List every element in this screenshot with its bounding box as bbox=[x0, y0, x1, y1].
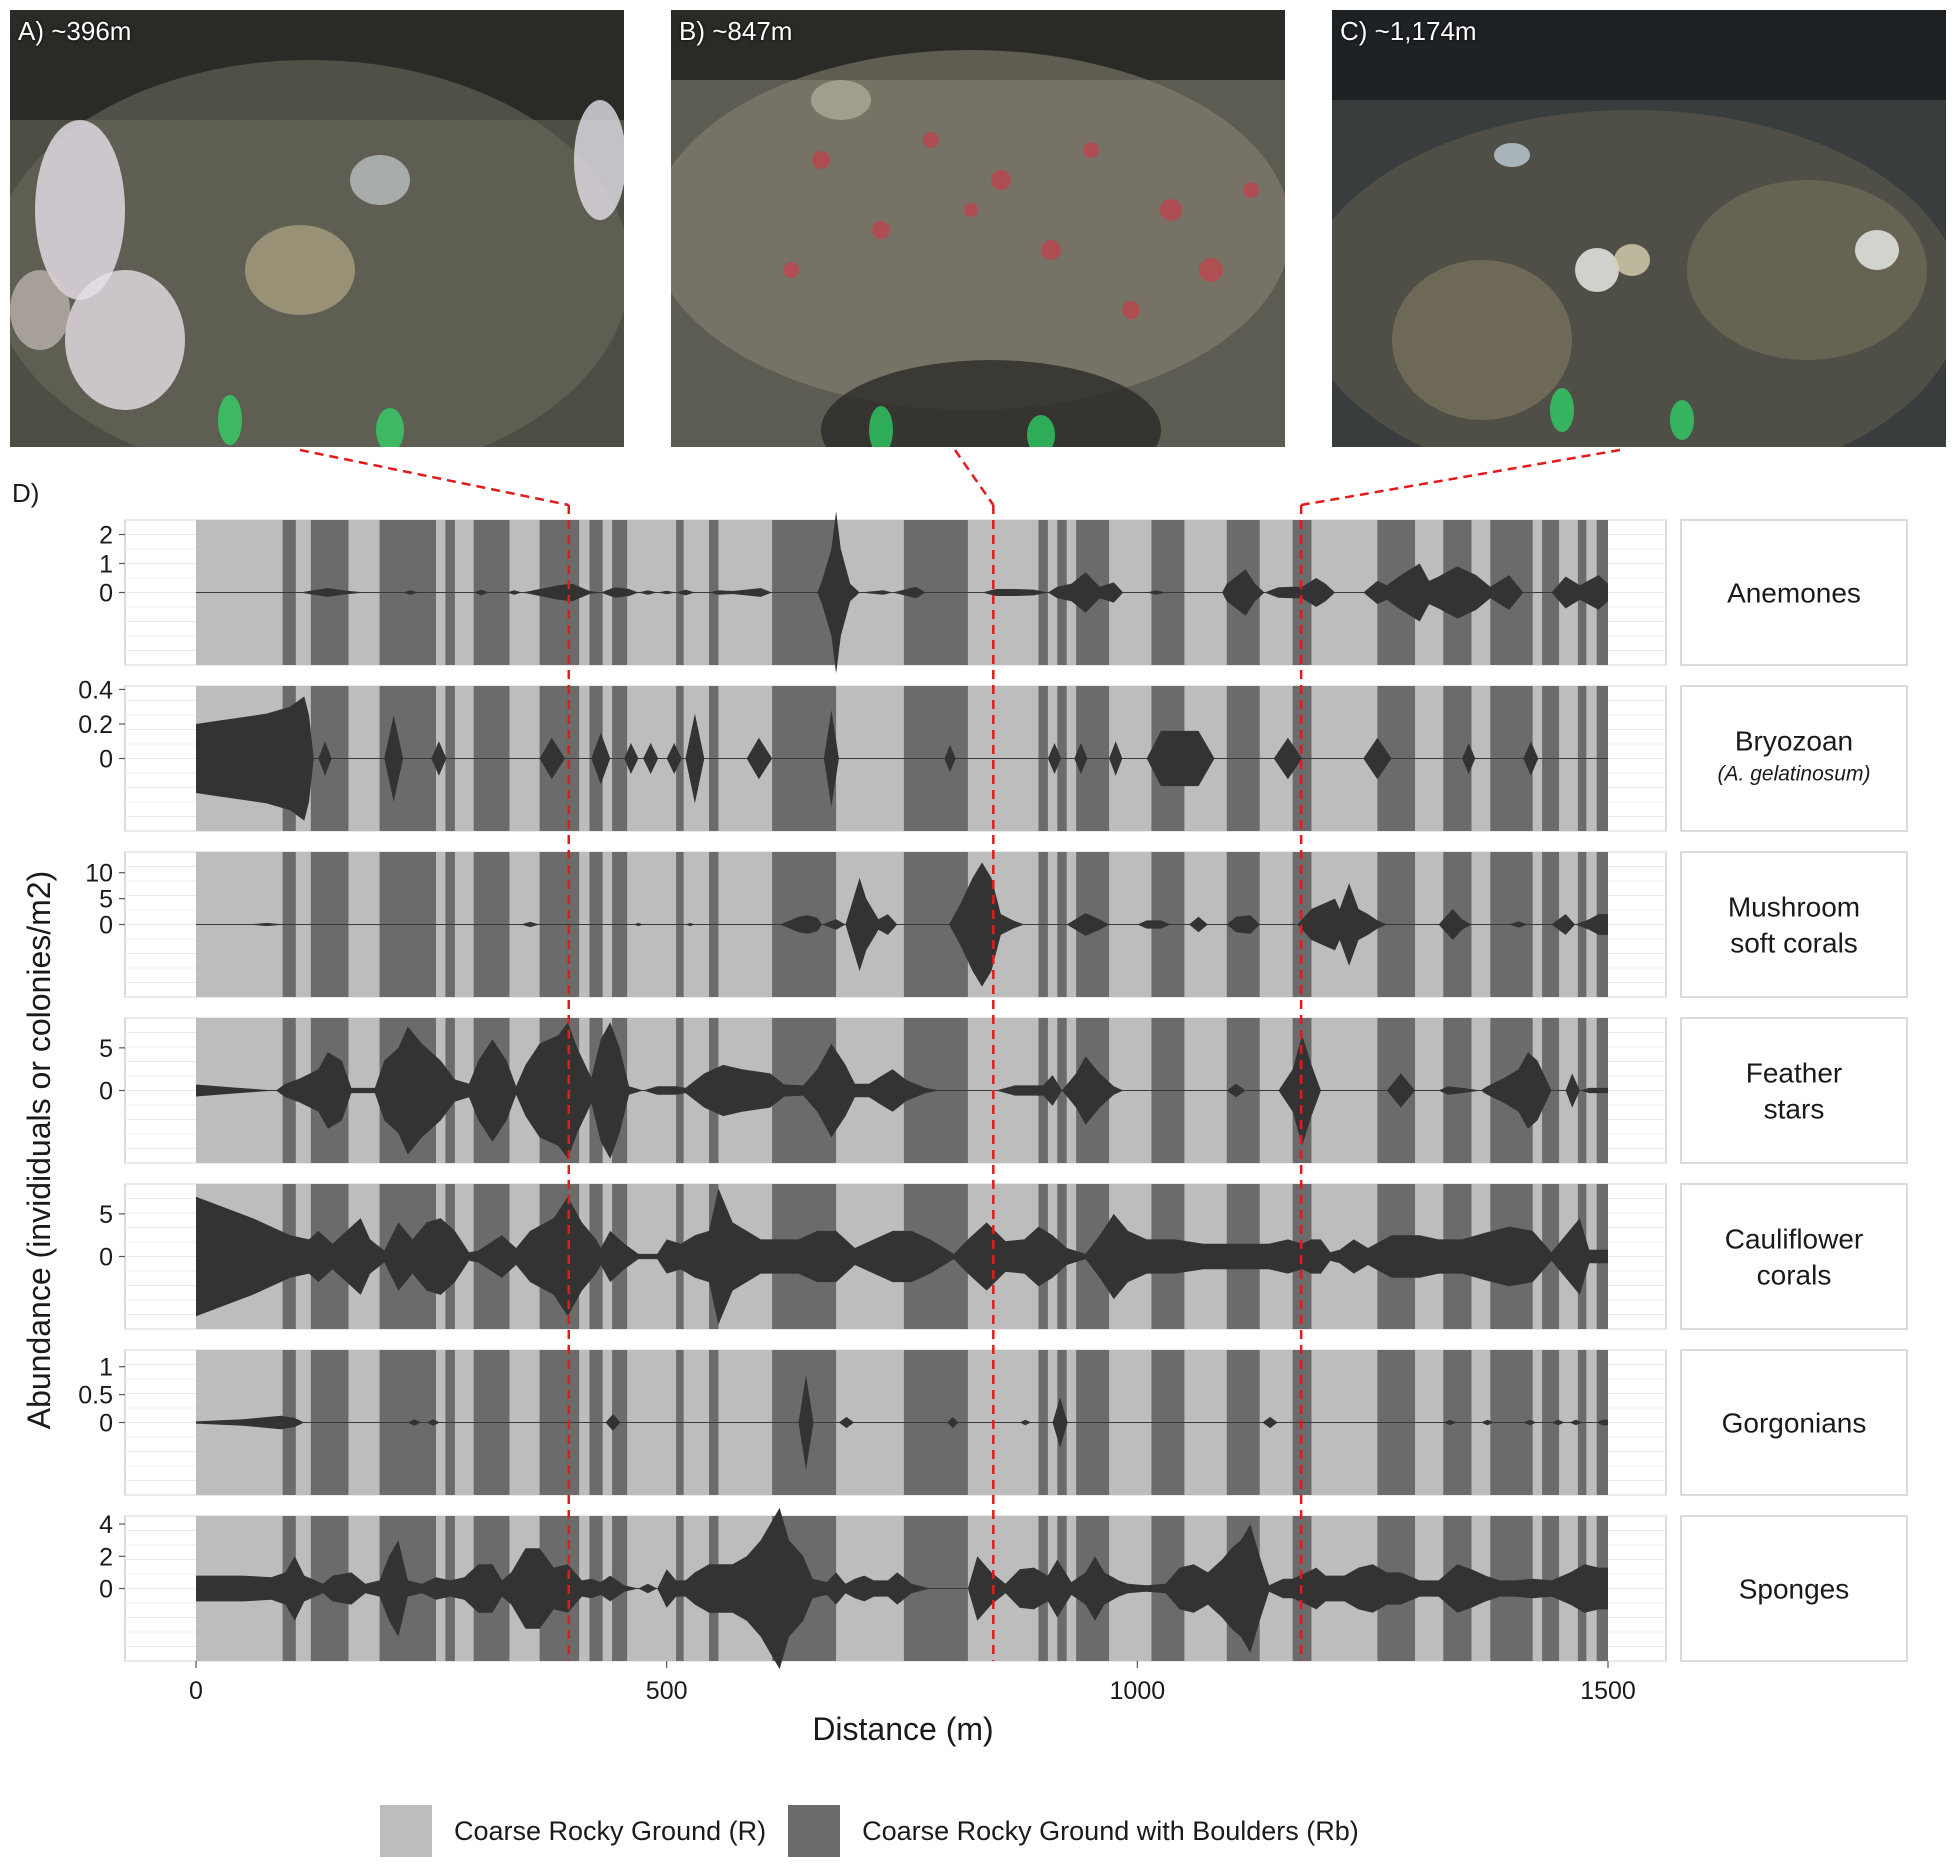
strip-frame bbox=[1680, 1183, 1908, 1330]
y-tick-label: 5 bbox=[99, 1035, 113, 1063]
photo-c-1174m: C) ~1,174m bbox=[1332, 10, 1946, 447]
legend-item-rb: Coarse Rocky Ground with Boulders (Rb) bbox=[788, 1805, 1359, 1857]
photo-label: C) ~1,174m bbox=[1340, 16, 1477, 46]
panel-label-d: D) bbox=[12, 478, 39, 508]
y-tick-label: 5 bbox=[99, 886, 113, 914]
legend-swatch-r bbox=[380, 1805, 432, 1857]
y-tick-label: 0 bbox=[99, 1410, 113, 1438]
connector-line bbox=[1300, 448, 1621, 507]
y-tick-label: 0.5 bbox=[78, 1382, 113, 1410]
connector-line bbox=[953, 449, 995, 506]
legend-swatch-rb bbox=[788, 1805, 841, 1857]
facet-label: Mushroom bbox=[1728, 892, 1860, 923]
photo-label: A) ~396m bbox=[18, 16, 132, 46]
facet-label: stars bbox=[1764, 1094, 1825, 1125]
facet-label: Bryozoan bbox=[1735, 726, 1853, 757]
strip-frame bbox=[1680, 519, 1908, 666]
y-tick-label: 0 bbox=[99, 1576, 113, 1604]
y-tick-label: 4 bbox=[99, 1511, 113, 1539]
facet-label: Cauliflower bbox=[1725, 1224, 1864, 1255]
abundance-violin bbox=[196, 1188, 1608, 1325]
photo-a-396m: A) ~396m bbox=[10, 10, 624, 447]
depth-markers bbox=[567, 505, 1303, 1661]
y-tick-label: 0 bbox=[99, 746, 113, 774]
y-axis-label: Abundance (invididuals or colonies/m2) bbox=[21, 871, 57, 1430]
legend-label-r: Coarse Rocky Ground (R) bbox=[454, 1815, 767, 1846]
facet-bryozoan: 0.4 0.2 0 Bryozoan (A. gelatinosum) bbox=[78, 676, 1908, 832]
strip-frame bbox=[1680, 1017, 1908, 1164]
y-tick-label: 0 bbox=[99, 1078, 113, 1106]
x-axis-label: Distance (m) bbox=[812, 1711, 993, 1747]
y-tick-label: 1 bbox=[99, 551, 113, 579]
legend-item-r: Coarse Rocky Ground (R) bbox=[380, 1805, 766, 1857]
abundance-violin bbox=[196, 862, 1608, 987]
facet-label: Feather bbox=[1746, 1058, 1843, 1089]
facet-label: Gorgonians bbox=[1722, 1408, 1867, 1439]
facet-feather-stars: 5 0 Feather stars bbox=[99, 1017, 1908, 1164]
abundance-violin bbox=[196, 511, 1608, 674]
x-tick-label: 0 bbox=[189, 1677, 203, 1705]
strip-frame bbox=[1680, 1515, 1908, 1662]
strip-frame bbox=[1680, 685, 1908, 832]
y-tick-label: 2 bbox=[99, 522, 113, 550]
x-tick-label: 1500 bbox=[1580, 1677, 1636, 1705]
y-tick-label: 0.2 bbox=[78, 711, 113, 739]
photo-connector-lines bbox=[299, 448, 1621, 507]
facet-gorgonians: 10.50 Gorgonians bbox=[78, 1349, 1908, 1496]
x-tick-label: 1000 bbox=[1110, 1677, 1166, 1705]
substrate-legend: Coarse Rocky Ground (R) Coarse Rocky Gro… bbox=[380, 1805, 1381, 1857]
facet-label: soft corals bbox=[1730, 928, 1858, 959]
facet-anemones: 210 Anemones bbox=[99, 511, 1908, 674]
y-tick-label: 0 bbox=[99, 912, 113, 940]
photo-label: B) ~847m bbox=[679, 16, 793, 46]
y-tick-label: 5 bbox=[99, 1201, 113, 1229]
facet-cauliflower-corals: 5 0 Cauliflower corals bbox=[99, 1183, 1908, 1330]
facet-label: Anemones bbox=[1727, 578, 1861, 609]
y-tick-label: 1 bbox=[99, 1354, 113, 1382]
strip-frame bbox=[1680, 1349, 1908, 1496]
y-tick-label: 10 bbox=[85, 860, 113, 888]
abundance-violin bbox=[196, 1022, 1608, 1159]
y-tick-label: 0.4 bbox=[78, 676, 113, 704]
connector-line bbox=[299, 448, 570, 507]
y-tick-label: 0 bbox=[99, 1244, 113, 1272]
photo-strip: A) ~396m B) ~847m bbox=[0, 0, 1955, 460]
facet-sublabel: (A. gelatinosum) bbox=[1718, 763, 1871, 786]
abundance-violin bbox=[196, 1507, 1608, 1670]
legend-label-rb: Coarse Rocky Ground with Boulders (Rb) bbox=[862, 1815, 1359, 1846]
facet-sponges: 4 2 0 Sponges bbox=[99, 1507, 1908, 1670]
facet-label: corals bbox=[1757, 1260, 1832, 1291]
y-tick-label: 0 bbox=[99, 580, 113, 608]
x-axis: 0 500 1000 1500 bbox=[189, 1661, 1636, 1705]
x-tick-label: 500 bbox=[646, 1677, 688, 1705]
strip-frame bbox=[1680, 851, 1908, 998]
photo-b-847m: B) ~847m bbox=[671, 10, 1285, 447]
facet-label: Sponges bbox=[1739, 1574, 1850, 1605]
y-tick-label: 2 bbox=[99, 1543, 113, 1571]
